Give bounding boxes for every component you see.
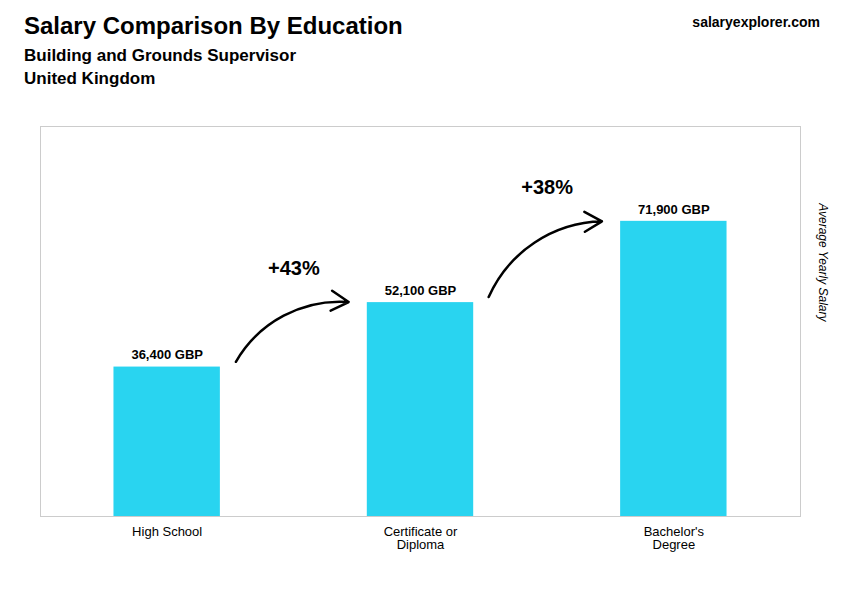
svg-text:Bachelor'sDegree: Bachelor'sDegree (644, 524, 705, 552)
svg-text:71,900 GBP: 71,900 GBP (638, 201, 710, 216)
html-text:Building and Grounds Superviso: Building and Grounds Supervisor (24, 46, 296, 65)
svg-text:52,100 GBP: 52,100 GBP (385, 283, 457, 298)
svg-text:Average Yearly Salary: Average Yearly Salary (816, 202, 830, 322)
html-text:United Kingdom: United Kingdom (24, 69, 156, 88)
svg-text:36,400 GBP: 36,400 GBP (131, 347, 203, 362)
html-text:Salary Comparison By Education: Salary Comparison By Education (24, 12, 403, 39)
html-text:salaryexplorer.com: salaryexplorer.com (692, 14, 820, 30)
svg-text:Certificate orDiploma: Certificate orDiploma (384, 524, 458, 552)
svg-text:+43%: +43% (268, 257, 320, 279)
svg-text:+38%: +38% (521, 176, 573, 198)
svg-text:High School: High School (132, 524, 202, 539)
